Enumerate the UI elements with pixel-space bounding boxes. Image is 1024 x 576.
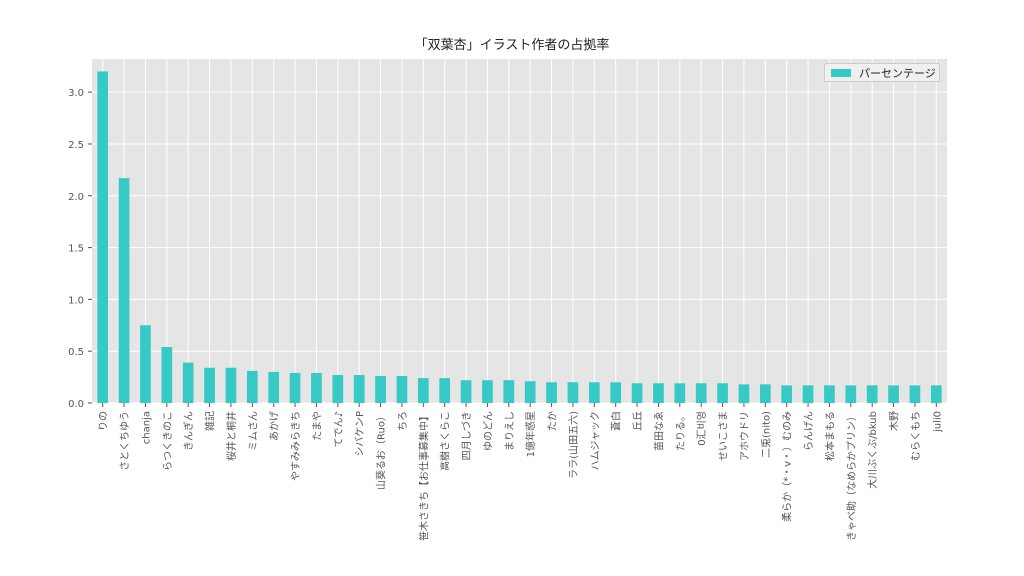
x-tick-label: 桜井と桐井 (225, 411, 238, 461)
y-tick-label: 0.5 (68, 347, 84, 358)
bar (417, 378, 429, 403)
bar (695, 383, 707, 403)
x-tick-label: シバケンP (354, 411, 366, 456)
bar (653, 383, 664, 403)
bar (845, 385, 857, 403)
x-tick-label: 0汇비영 (695, 411, 708, 446)
y-tick-label: 1.0 (68, 295, 84, 306)
x-tick-label: chanja (141, 411, 152, 444)
x-tick-label: あかげ (269, 411, 281, 441)
x-tick-label: ちろ (397, 411, 409, 431)
x-tick-label: むらくもち (910, 411, 922, 461)
bar (781, 385, 793, 403)
x-tick-label: たか (547, 411, 559, 431)
bar (225, 367, 237, 403)
bar (118, 178, 130, 403)
bar (353, 375, 365, 403)
bar (588, 382, 600, 403)
bar (738, 384, 750, 403)
bar (161, 347, 173, 403)
x-tick-label: 四月しづき (461, 411, 473, 460)
legend-swatch (831, 68, 851, 77)
x-tick-label: 1億年惑星 (524, 411, 537, 457)
x-tick-label: 丘丘 (632, 411, 644, 431)
bar (610, 382, 622, 403)
y-tick-label: 2.0 (68, 192, 84, 203)
x-tick-label: ミムさん (247, 411, 259, 451)
x-tick-label: まりえし (504, 411, 516, 451)
legend-label: パーセンテージ (859, 66, 936, 80)
bar (888, 385, 899, 403)
plot-area (92, 59, 947, 403)
bar (439, 378, 451, 403)
bar (396, 376, 408, 403)
x-tick-label: 高樹さくらこ (439, 411, 452, 471)
x-tick-label: 柔らか（*・v・）むのみ (782, 411, 794, 522)
x-tick-label: ララ(山田五六) (568, 411, 580, 479)
bar (289, 372, 301, 403)
bar (246, 370, 258, 403)
bar (524, 381, 536, 403)
legend: パーセンテージ (824, 63, 940, 82)
x-tick-label: たまや (311, 411, 323, 441)
bar (631, 383, 643, 403)
bar (759, 384, 771, 403)
x-tick-label: りの (98, 411, 110, 431)
x-tick-label: 笹木さきち【お仕事募集中】 (417, 411, 430, 541)
y-tick-label: 0.0 (68, 399, 84, 410)
bar (674, 383, 686, 403)
bar (802, 385, 814, 403)
x-tick-label: アホウドリ (739, 411, 751, 461)
x-tick-label: たりる。 (675, 411, 687, 451)
bar (332, 375, 344, 403)
bar (717, 383, 728, 403)
x-tick-label: 蒼白 (610, 411, 623, 431)
bar (460, 380, 472, 403)
x-tick-label: ハムジャック (589, 411, 601, 471)
bar (204, 367, 215, 403)
bar (503, 380, 515, 403)
bar (824, 385, 835, 403)
x-tick-label: 二兎(nito) (760, 411, 772, 458)
bar (97, 71, 109, 403)
bar (482, 380, 493, 403)
bar (866, 385, 878, 403)
bar (182, 362, 194, 403)
bar (930, 385, 942, 403)
x-tick-label: さとくちゆう (119, 411, 131, 471)
x-tick-label: らんげん (803, 411, 815, 451)
y-tick-label: 3.0 (68, 88, 84, 99)
x-tick-label: きゃべ助（なめらかプリン） (845, 411, 858, 541)
x-tick-label: 大川ぶくぶ/bkub (866, 411, 879, 489)
x-tick-label: せいこさま (718, 411, 730, 461)
x-tick-label: 苗田なゑ (653, 411, 665, 451)
x-tick-label: juli0 (932, 411, 943, 433)
bar (909, 385, 921, 403)
y-tick-label: 1.5 (68, 244, 84, 255)
x-tick-label: ゆのどん (482, 411, 494, 451)
y-tick-label: 2.5 (68, 140, 84, 151)
x-tick-label: てでん♪ (333, 411, 345, 447)
bar (268, 371, 280, 403)
bar (140, 325, 151, 403)
bar (567, 382, 579, 403)
x-tick-label: 雑記 (204, 411, 217, 431)
x-tick-label: 山葵るお（Ruo） (376, 411, 388, 490)
x-tick-label: 木野 (889, 411, 901, 431)
bar (546, 382, 557, 403)
bar (311, 372, 322, 403)
x-tick-label: きんぎん (182, 411, 195, 451)
x-tick-label: やすみみらきち (290, 411, 302, 481)
x-tick-label: 松本まもる (823, 411, 836, 461)
chart-title: 「双葉杏」イラスト作者の占拠率 (414, 38, 610, 53)
bar (375, 376, 386, 403)
x-tick-label: らつくきのこ (162, 411, 174, 471)
